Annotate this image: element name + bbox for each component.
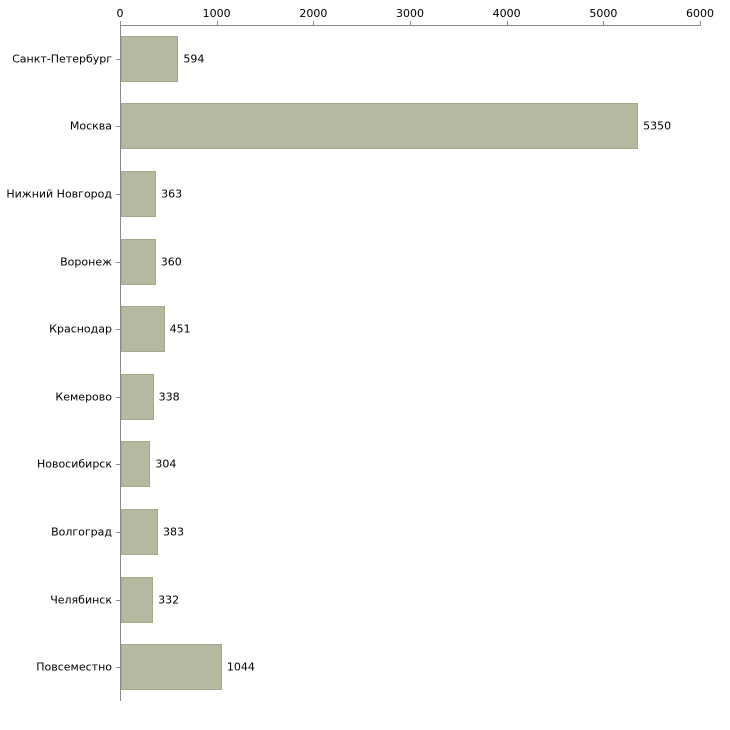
category-label: Повсеместно xyxy=(36,660,112,674)
value-label: 360 xyxy=(160,255,182,269)
value-label: 383 xyxy=(163,525,185,539)
x-axis-tick xyxy=(216,21,218,25)
x-axis-tick xyxy=(506,21,508,25)
y-axis-tick xyxy=(116,194,120,195)
value-label: 363 xyxy=(161,187,183,201)
bar xyxy=(121,306,165,353)
category-label: Волгоград xyxy=(51,525,112,539)
x-axis-tick xyxy=(410,21,411,25)
category-label: Москва xyxy=(69,119,112,133)
y-axis-tick xyxy=(116,329,120,331)
x-axis-tick xyxy=(120,21,121,25)
value-label: 338 xyxy=(158,390,180,404)
bar xyxy=(121,35,179,82)
x-axis-tick xyxy=(700,21,701,25)
y-axis-tick xyxy=(116,532,120,533)
value-label: 451 xyxy=(169,322,191,336)
category-label: Санкт-Петербург xyxy=(12,52,112,66)
bar xyxy=(121,171,157,217)
x-axis-tick-label: 1000 xyxy=(202,7,231,20)
x-axis-tick-label: 2000 xyxy=(299,7,328,20)
bar xyxy=(121,373,154,420)
bar xyxy=(121,238,156,285)
bar xyxy=(121,441,151,488)
bar xyxy=(121,644,222,691)
category-label: Кемерово xyxy=(55,390,112,404)
y-axis-tick xyxy=(116,58,120,60)
bar xyxy=(121,576,154,623)
bar xyxy=(121,103,639,150)
y-axis-tick xyxy=(116,261,120,263)
y-axis-tick xyxy=(116,464,120,466)
y-axis-tick xyxy=(116,599,120,601)
category-label: Челябинск xyxy=(50,593,112,607)
x-axis-line xyxy=(120,25,701,26)
bar xyxy=(121,509,159,555)
y-axis-tick xyxy=(116,126,120,128)
y-axis-tick xyxy=(116,396,120,398)
x-axis-tick-label: 3000 xyxy=(396,7,424,20)
y-axis-tick xyxy=(116,667,120,669)
category-label: Воронеж xyxy=(60,255,112,269)
value-label: 5350 xyxy=(643,119,672,133)
category-label: Краснодар xyxy=(49,322,112,336)
value-label: 332 xyxy=(158,593,180,607)
value-label: 1044 xyxy=(226,660,255,674)
value-label: 594 xyxy=(183,52,205,66)
category-label: Новосибирск xyxy=(36,457,112,471)
value-label: 304 xyxy=(155,457,177,471)
x-axis-tick-label: 6000 xyxy=(686,7,714,20)
x-axis-tick xyxy=(313,21,315,25)
x-axis-tick-label: 0 xyxy=(116,7,124,20)
y-axis-line xyxy=(120,25,121,701)
x-axis-tick xyxy=(603,21,605,25)
category-label: Нижний Новгород xyxy=(6,187,112,201)
x-axis-tick-label: 5000 xyxy=(589,7,618,20)
x-axis-tick-label: 4000 xyxy=(492,7,521,20)
